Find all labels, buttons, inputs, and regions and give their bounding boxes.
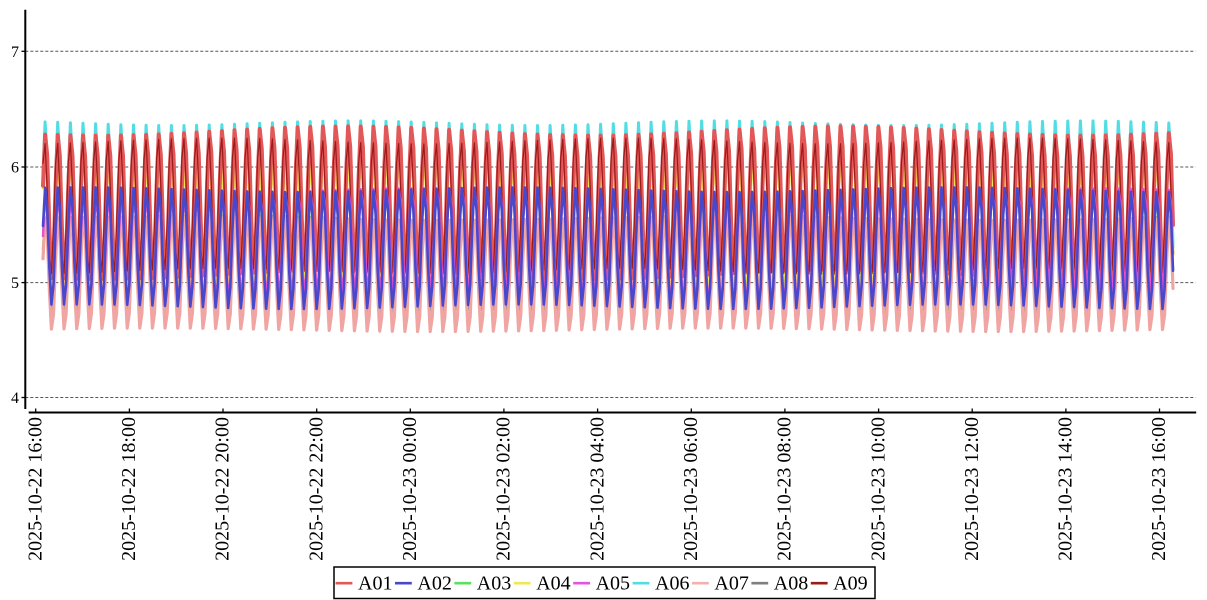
svg-text:A06: A06 (655, 573, 689, 595)
svg-text:A01: A01 (358, 573, 392, 595)
svg-text:2025-10-23 06:00: 2025-10-23 06:00 (680, 417, 702, 561)
svg-text:6: 6 (11, 160, 19, 177)
svg-text:2025-10-23 00:00: 2025-10-23 00:00 (399, 417, 421, 561)
svg-text:2025-10-22 20:00: 2025-10-22 20:00 (212, 417, 234, 561)
svg-text:2025-10-22 18:00: 2025-10-22 18:00 (118, 417, 140, 561)
svg-text:A05: A05 (596, 573, 630, 595)
svg-text:2025-10-23 16:00: 2025-10-23 16:00 (1148, 417, 1170, 561)
svg-text:2025-10-23 02:00: 2025-10-23 02:00 (493, 417, 515, 561)
svg-text:2025-10-22 22:00: 2025-10-22 22:00 (305, 417, 327, 561)
svg-text:4: 4 (11, 390, 19, 407)
svg-text:A02: A02 (417, 573, 451, 595)
svg-text:A09: A09 (833, 573, 867, 595)
svg-text:7: 7 (11, 44, 19, 61)
svg-text:5: 5 (11, 275, 19, 292)
svg-text:A07: A07 (714, 573, 748, 595)
svg-text:A04: A04 (536, 573, 570, 595)
svg-text:A03: A03 (477, 573, 511, 595)
svg-text:2025-10-23 04:00: 2025-10-23 04:00 (586, 417, 608, 561)
svg-text:2025-10-22 16:00: 2025-10-22 16:00 (24, 417, 46, 561)
svg-text:2025-10-23 08:00: 2025-10-23 08:00 (774, 417, 796, 561)
svg-text:A08: A08 (774, 573, 808, 595)
svg-text:2025-10-23 12:00: 2025-10-23 12:00 (961, 417, 983, 561)
svg-text:2025-10-23 10:00: 2025-10-23 10:00 (867, 417, 889, 561)
svg-text:2025-10-23 14:00: 2025-10-23 14:00 (1055, 417, 1077, 561)
